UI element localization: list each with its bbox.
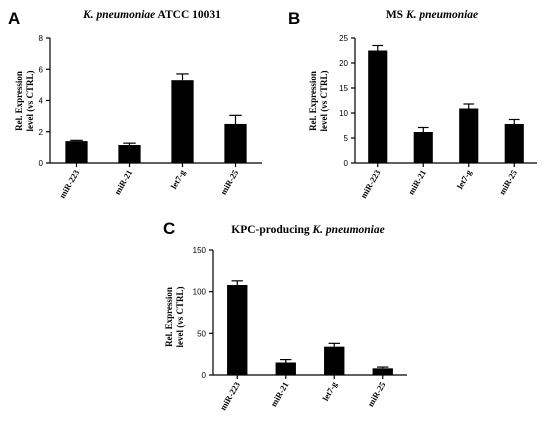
panel-b-bar [368, 50, 388, 163]
panel-a-bar [65, 141, 88, 163]
panel-a-bar [171, 80, 194, 163]
panel-b-title-italic: K. pneumoniae [405, 9, 478, 21]
panel-b-ylabel: Rel. Expressionlevel (vs CTRL) [308, 71, 329, 132]
panel-c-category-label: miR-21 [268, 380, 290, 408]
panel-a-category-label: let7-g [168, 167, 187, 190]
panel-c-bar [372, 368, 393, 375]
panel-b-y-tick-label: 10 [339, 109, 348, 118]
panel-b-bar [459, 108, 479, 163]
panel-c-y-tick-label: 0 [202, 371, 207, 380]
panel-b-title: MS K. pneumoniae [386, 9, 478, 21]
panel-a-bar [224, 123, 247, 163]
panel-letter-c: C [163, 219, 175, 238]
panel-c-title-italic: K. pneumoniae [312, 224, 385, 236]
panel-c-ylabel-line1: Rel. Expression [164, 287, 174, 347]
panel-b-y-tick-label: 15 [339, 84, 348, 93]
panel-c: C KPC-producing K. pneumoniae Rel. Expre… [163, 219, 407, 412]
panel-c-title-plain: KPC-producing [231, 224, 312, 236]
panel-b-y-tick-label: 0 [344, 159, 349, 168]
panel-c-bar [275, 362, 296, 375]
panel-b-y-tick-label: 20 [339, 59, 348, 68]
panel-c-ylabel-line2: level (vs CTRL) [175, 287, 185, 348]
panel-a-title-rest: ATCC 10031 [155, 9, 221, 21]
panel-a-category-label: miR-223 [57, 168, 81, 200]
panel-letter-b: B [288, 9, 300, 28]
panel-a: A K. pneumoniae ATCC 10031 Rel. Expressi… [8, 9, 262, 200]
panel-a-y-tick-label: 6 [39, 65, 44, 74]
panel-a-category-label: miR-25 [218, 168, 240, 196]
panel-a-category-label: miR-21 [112, 168, 134, 196]
panel-c-y-tick-label: 150 [193, 246, 207, 255]
panel-c-bar [227, 285, 248, 375]
panel-b-y-tick-label: 5 [344, 134, 349, 143]
panel-a-y-tick-label: 4 [39, 97, 44, 106]
panel-c-category-label: miR-25 [365, 380, 387, 408]
panel-a-y-tick-label: 2 [39, 128, 44, 137]
panel-b-ylabel-line2: level (vs CTRL) [319, 71, 329, 132]
panel-b-bar [413, 132, 433, 163]
panel-b-y-tick-label: 25 [339, 34, 348, 43]
panel-b-bar [504, 124, 524, 163]
panel-c-category-label: miR-223 [218, 380, 242, 412]
panel-b-category-label: let7-g [455, 167, 474, 190]
panel-c-y-tick-label: 50 [197, 329, 206, 338]
panel-b-category-label: miR-223 [358, 168, 382, 200]
panel-c-title: KPC-producing K. pneumoniae [231, 224, 384, 236]
panel-a-ylabel-line1: Rel. Expression [14, 71, 24, 131]
panel-c-category-label: let7-g [320, 379, 339, 402]
panel-c-y-tick-label: 100 [193, 288, 207, 297]
panel-a-ylabel-line2: level (vs CTRL) [25, 71, 35, 132]
panel-a-bar [118, 145, 141, 163]
panel-a-y-tick-label: 8 [39, 34, 44, 43]
panel-b-category-label: miR-25 [497, 168, 519, 196]
panel-a-title: K. pneumoniae ATCC 10031 [82, 9, 221, 21]
panel-b-title-plain: MS [386, 9, 406, 21]
panel-b: B MS K. pneumoniae Rel. Expressionlevel … [288, 9, 537, 200]
panel-c-ylabel: Rel. Expressionlevel (vs CTRL) [164, 287, 185, 348]
panel-b-category-label: miR-21 [406, 168, 428, 196]
panel-a-ylabel: Rel. Expressionlevel (vs CTRL) [14, 71, 35, 132]
panel-c-bar [324, 346, 345, 375]
panel-letter-a: A [8, 9, 20, 28]
panel-a-title-italic: K. pneumoniae [82, 9, 155, 21]
panel-b-ylabel-line1: Rel. Expression [308, 71, 318, 131]
panel-a-y-tick-label: 0 [39, 159, 44, 168]
